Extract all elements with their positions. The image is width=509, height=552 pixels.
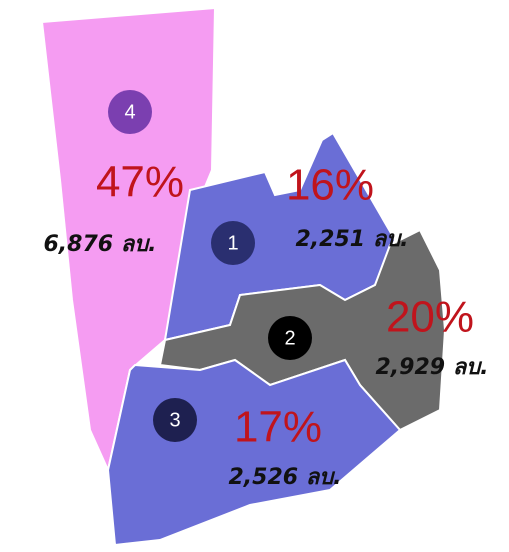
region-amount: 6,876 ลบ. [43, 232, 156, 257]
region-number: 4 [124, 101, 135, 123]
region-number: 1 [227, 232, 238, 254]
region-percent: 20% [386, 293, 474, 342]
region-amount: 2,526 ลบ. [228, 465, 341, 490]
region-percent: 47% [96, 158, 184, 207]
region-4-badge [108, 90, 152, 134]
region-amount: 2,929 ลบ. [375, 355, 488, 380]
region-percent: 17% [234, 403, 322, 452]
region-amount: 2,251 ลบ. [295, 227, 408, 252]
region-3-area [106, 358, 402, 547]
region-1-badge [211, 221, 255, 265]
region-number: 3 [169, 409, 180, 431]
region-2-badge [268, 316, 312, 360]
region-number: 2 [284, 327, 295, 349]
region-percent: 16% [286, 161, 374, 210]
region-3-badge [153, 398, 197, 442]
